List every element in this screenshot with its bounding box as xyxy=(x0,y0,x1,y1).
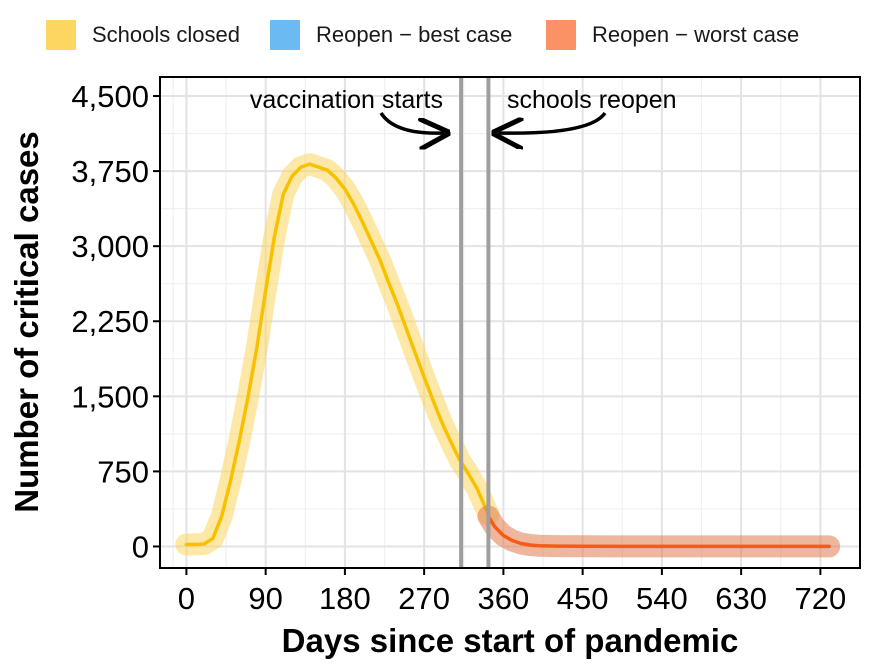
x-tick-label: 540 xyxy=(636,581,688,616)
legend-label-reopen-best: Reopen − best case xyxy=(316,22,513,47)
legend-item-reopen-worst: Reopen − worst case xyxy=(546,20,799,50)
x-tick-label: 180 xyxy=(319,581,371,616)
y-axis-title: Number of critical cases xyxy=(8,131,45,513)
legend-item-reopen-best: Reopen − best case xyxy=(270,20,512,50)
annotation-vaccination-starts: vaccination starts xyxy=(250,86,443,114)
y-tick-label: 750 xyxy=(97,454,149,489)
y-tick-label: 3,750 xyxy=(71,154,149,189)
x-axis: 0 90 180 270 360 450 540 630 720 xyxy=(178,568,846,616)
annotation-schools-reopen: schools reopen xyxy=(507,86,677,114)
y-tick-label: 2,250 xyxy=(71,304,149,339)
annotations: vaccination starts schools reopen xyxy=(250,86,677,133)
x-tick-label: 450 xyxy=(557,581,609,616)
legend-swatch-schools-closed xyxy=(46,20,76,50)
x-tick-label: 90 xyxy=(248,581,282,616)
legend-label-reopen-worst: Reopen − worst case xyxy=(592,22,800,47)
y-tick-label: 0 xyxy=(132,529,149,564)
series-line-reopen-worst-case xyxy=(486,514,831,549)
legend: Schools closed Reopen − best case Reopen… xyxy=(0,0,872,70)
legend-item-schools-closed: Schools closed xyxy=(46,20,240,50)
x-tick-label: 630 xyxy=(715,581,767,616)
vertical-lines xyxy=(459,77,491,568)
y-tick-label: 3,000 xyxy=(71,229,149,264)
x-tick-label: 0 xyxy=(178,581,195,616)
y-tick-label: 4,500 xyxy=(71,79,149,114)
grid-major xyxy=(160,77,860,568)
series-band-schools-closed xyxy=(175,153,500,556)
series-line-schools-closed xyxy=(184,162,491,547)
x-tick-label: 720 xyxy=(795,581,847,616)
legend-swatch-reopen-best xyxy=(270,20,300,50)
series-band-reopen-worst-case xyxy=(477,505,841,558)
legend-swatch-reopen-worst xyxy=(546,20,576,50)
x-tick-label: 270 xyxy=(398,581,450,616)
x-axis-title: Days since start of pandemic xyxy=(282,622,739,659)
x-tick-label: 360 xyxy=(478,581,530,616)
legend-label-schools-closed: Schools closed xyxy=(92,22,240,47)
plot-frame xyxy=(159,76,861,569)
y-axis: 0 750 1,500 2,250 3,000 3,750 4,500 xyxy=(71,79,160,564)
arrow-schools-reopen xyxy=(498,111,607,133)
series-layer xyxy=(175,153,841,558)
arrow-vaccination xyxy=(379,111,444,133)
y-tick-label: 1,500 xyxy=(71,379,149,414)
